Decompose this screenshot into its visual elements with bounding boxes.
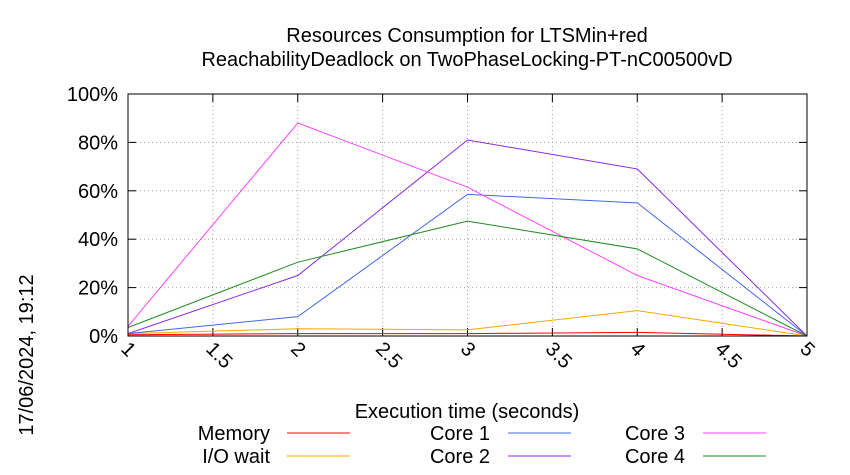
chart-title-line-1: Resources Consumption for LTSMin+red [286,25,647,47]
y-tick-label: 100% [67,84,118,106]
grid-lines [128,94,807,336]
series-lines [127,122,808,337]
chart-title-line-2: ReachabilityDeadlock on TwoPhaseLocking-… [201,49,732,71]
y-tick-label: 20% [78,278,118,300]
x-tick-label: 1 [116,338,139,361]
x-tick-label: 3.5 [541,338,576,373]
y-tick-label: 80% [78,132,118,154]
series-line-core-1 [127,193,808,337]
series-line-core-2 [127,139,808,337]
x-tick-label: 1.5 [201,338,236,373]
legend-label-core-1: Core 1 [430,423,490,445]
legend-label-core-3: Core 3 [625,423,685,445]
y-tick-label: 40% [78,229,118,251]
series-line-i-o-wait [127,310,808,337]
y-axis-ticks: 0% 20% 40% 60% 80% 100% [67,84,807,348]
y-tick-label: 0% [89,326,118,348]
x-tick-label: 2.5 [371,338,406,373]
x-tick-label: 5 [795,338,818,361]
x-tick-label: 4.5 [711,338,746,373]
legend-label-core-2: Core 2 [430,446,490,468]
x-axis-label: Execution time (seconds) [355,401,580,423]
x-tick-label: 2 [286,338,309,361]
series-line-core-3 [127,122,808,337]
series-line-memory [127,331,808,337]
timestamp: 17/06/2024, 19:12 [16,274,38,435]
legend-label-i-o-wait: I/O wait [202,446,270,468]
legend-label-memory: Memory [198,423,270,445]
plot-area-border [127,93,808,337]
series-line-core-4 [127,220,808,337]
y-tick-label: 60% [78,181,118,203]
x-tick-label: 4 [626,338,649,361]
x-tick-label: 3 [456,338,479,361]
legend-label-core-4: Core 4 [625,446,685,468]
